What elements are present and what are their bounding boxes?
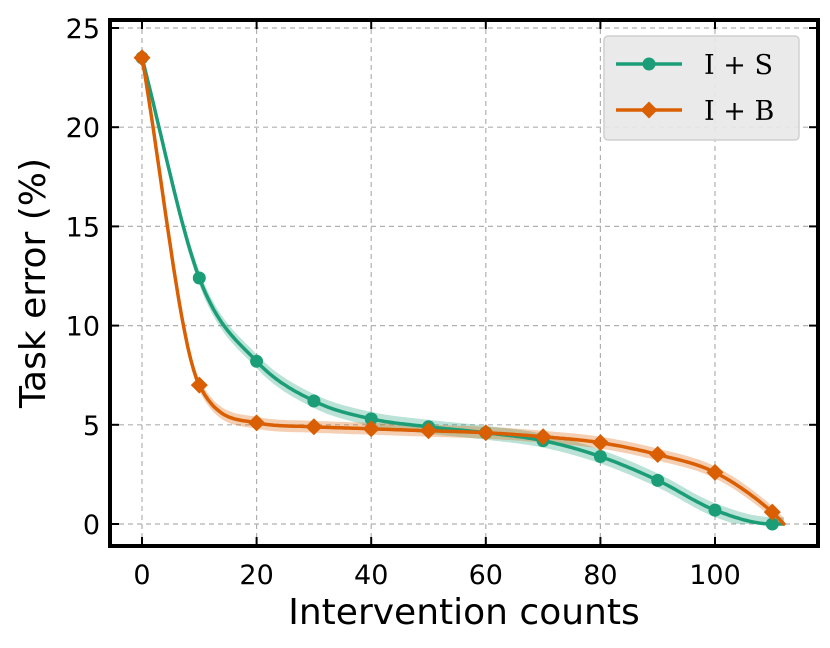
data-point <box>362 420 380 438</box>
y-tick-label: 15 <box>66 212 100 243</box>
legend-marker <box>640 101 658 119</box>
data-point <box>190 376 208 394</box>
data-point <box>534 428 552 446</box>
plot-frame <box>108 18 820 548</box>
data-point <box>192 271 206 285</box>
series-markers <box>133 49 781 531</box>
data-point <box>420 422 437 440</box>
data-point <box>364 412 378 426</box>
data-point <box>593 450 607 464</box>
data-point <box>763 503 781 521</box>
series-line <box>140 56 786 526</box>
data-point <box>248 414 266 432</box>
legend-label: I + S <box>704 50 773 81</box>
legend-marker <box>642 57 656 71</box>
y-tick-label: 5 <box>83 411 100 442</box>
series-lines <box>140 56 786 526</box>
x-axis-title: Intervention counts <box>288 592 640 633</box>
y-tick-label: 20 <box>66 113 100 144</box>
data-point <box>651 473 665 487</box>
data-point <box>305 418 323 436</box>
data-point <box>708 503 722 517</box>
data-point <box>250 354 264 368</box>
data-point <box>307 394 321 408</box>
legend: I + S I + B <box>603 35 800 141</box>
y-tick-label: 25 <box>66 14 100 45</box>
data-point <box>591 434 609 452</box>
data-point <box>133 49 151 67</box>
y-axis-title: Task error (%) <box>13 158 54 409</box>
x-tick-label: 80 <box>583 560 617 591</box>
data-point <box>649 446 667 464</box>
x-tick-label: 100 <box>689 560 741 591</box>
data-point <box>765 517 779 531</box>
legend-label: I + B <box>704 96 774 127</box>
x-tick-label: 40 <box>354 560 388 591</box>
axis-ticks <box>110 20 818 546</box>
grid-lines <box>110 20 818 546</box>
x-tick-label: 60 <box>469 560 503 591</box>
y-tick-label: 10 <box>66 312 100 343</box>
tick-labels: 0 20 40 60 80 100 0 5 10 15 20 25 <box>66 14 741 591</box>
x-tick-label: 0 <box>133 560 150 591</box>
y-tick-label: 0 <box>83 510 100 541</box>
data-point <box>706 463 724 481</box>
data-point <box>477 424 495 442</box>
x-tick-label: 20 <box>239 560 273 591</box>
